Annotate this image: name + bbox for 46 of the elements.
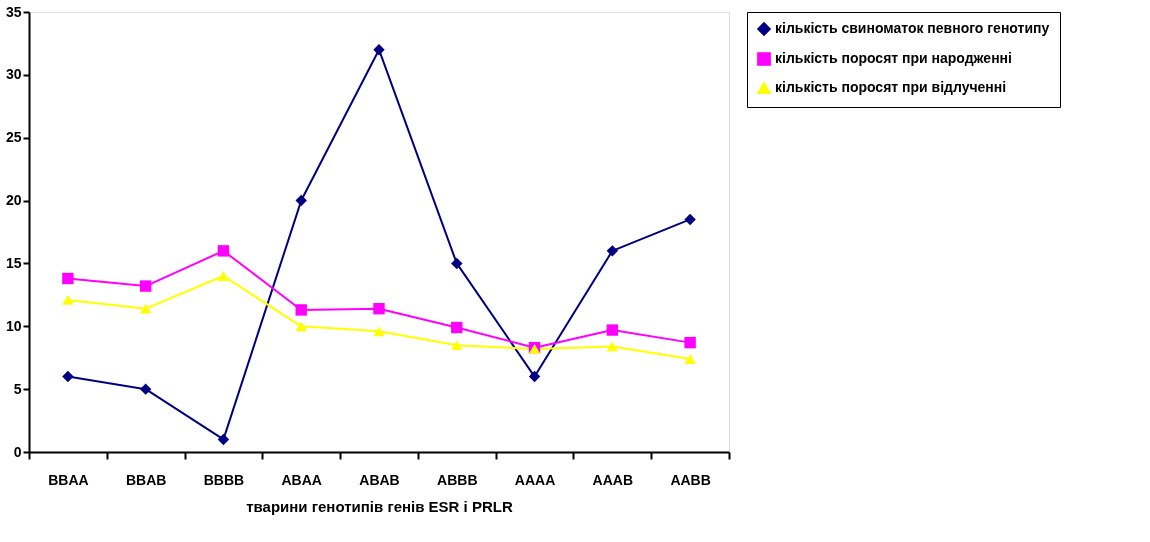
point — [295, 194, 307, 207]
point — [295, 304, 307, 316]
x-tick-label: AAAB — [592, 471, 634, 488]
point — [451, 321, 463, 334]
x-tick-label: BBAA — [48, 471, 89, 488]
y-tick-label: 5 — [13, 380, 22, 397]
legend-label: кількість поросят при народженні — [775, 50, 1012, 66]
point — [606, 245, 619, 257]
y-tick-label: 15 — [5, 254, 22, 271]
x-tick-label: AABB — [670, 471, 711, 488]
x-tick-label: ABAA — [281, 471, 322, 488]
x-tick-label: BBAB — [125, 471, 167, 488]
point — [606, 341, 619, 352]
point — [451, 257, 463, 270]
y-tick-label: 10 — [5, 317, 22, 334]
point — [62, 370, 74, 383]
point — [217, 271, 230, 281]
point — [217, 433, 230, 446]
point — [139, 383, 152, 395]
point — [373, 302, 385, 315]
point — [684, 354, 696, 364]
point — [139, 280, 152, 292]
point — [139, 303, 152, 314]
y-tick-label: 35 — [5, 3, 22, 20]
y-tick-label: 30 — [5, 66, 22, 83]
legend-label: кількість поросят при відлученні — [775, 79, 1007, 95]
point — [528, 370, 541, 383]
point — [217, 245, 230, 257]
legend-label: кількість свиноматок певного генотипу — [775, 20, 1050, 36]
point — [373, 326, 385, 337]
point — [373, 44, 385, 56]
x-tick-label: AAAA — [514, 471, 556, 488]
x-tick-label: ABAB — [359, 471, 400, 488]
point — [295, 321, 307, 332]
y-tick-label: 20 — [5, 192, 22, 209]
point — [451, 340, 463, 351]
x-tick-label: BBBB — [203, 471, 245, 488]
point — [62, 272, 74, 285]
point — [684, 336, 696, 349]
point — [684, 213, 696, 226]
y-tick-label: 0 — [13, 443, 22, 460]
point — [62, 294, 74, 305]
y-tick-label: 25 — [5, 129, 22, 146]
x-tick-label: ABBB — [437, 471, 478, 488]
point — [606, 324, 619, 336]
x-axis-title: тварини генотипів генів ESR і PRLR — [246, 497, 513, 515]
